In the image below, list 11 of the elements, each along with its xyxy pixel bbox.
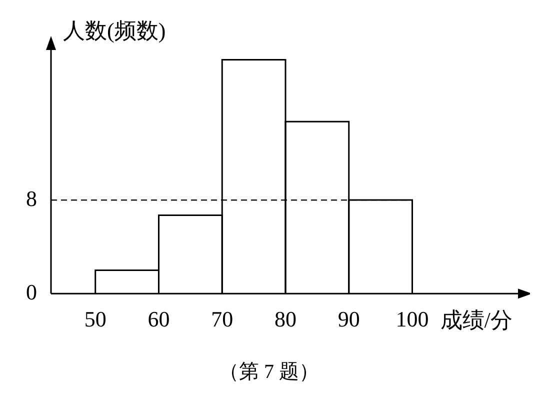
x-axis-title: 成绩/分 — [440, 307, 512, 332]
y-tick-label: 8 — [26, 186, 37, 211]
x-tick-label: 70 — [211, 306, 234, 332]
y-axis-title: 人数(频数) — [63, 18, 166, 43]
y-tick-label: 0 — [26, 279, 37, 304]
x-tick-label: 50 — [84, 306, 106, 332]
x-tick-label: 60 — [148, 306, 170, 332]
x-tick-label: 100 — [396, 306, 429, 332]
text: （第 7 题） — [218, 360, 320, 385]
x-tick-label: 80 — [274, 306, 296, 332]
x-tick-label: 90 — [338, 306, 360, 332]
